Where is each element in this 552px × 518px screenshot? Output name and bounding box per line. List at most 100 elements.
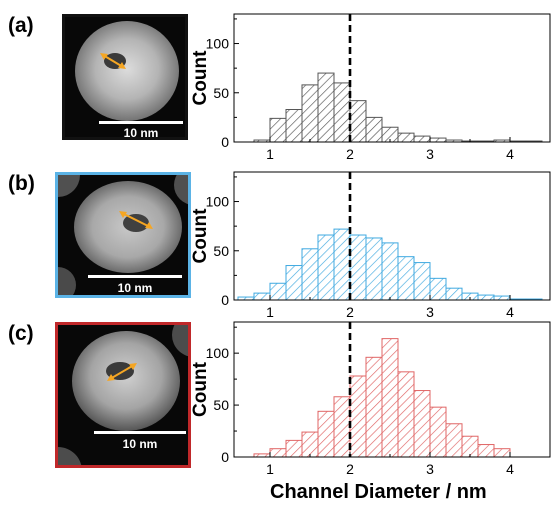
x-tick-label: 1 [266, 461, 274, 477]
histogram-bar [413, 390, 431, 458]
x-tick-label: 3 [426, 146, 434, 162]
histogram-bar [317, 234, 335, 301]
y-tick-label: 100 [206, 194, 230, 210]
arrowhead-icon [118, 62, 126, 69]
histogram-bar [381, 338, 399, 458]
neighbor-particle [58, 175, 80, 197]
x-tick-label: 4 [506, 461, 514, 477]
histogram-bar [429, 137, 447, 143]
panel-label-c: (c) [8, 322, 34, 345]
histogram-bar [269, 448, 287, 458]
histogram-bar [413, 135, 431, 143]
y-tick-label: 50 [213, 397, 229, 413]
histogram-bar [285, 109, 303, 143]
histogram-bar [477, 294, 495, 301]
diameter-arrow-b [121, 212, 151, 228]
histogram-bar [365, 356, 383, 458]
histogram-bar [253, 292, 271, 301]
x-tick-label: 4 [506, 304, 514, 320]
histogram-bar [349, 234, 367, 301]
channel-b [123, 214, 149, 232]
x-axis-title: Channel Diameter / nm [270, 481, 487, 503]
x-tick-label: 3 [426, 461, 434, 477]
x-tick-label: 2 [346, 304, 354, 320]
particle-image-a [75, 21, 183, 124]
scale-bar-c [94, 431, 186, 434]
y-axis-title: Count [190, 208, 211, 264]
x-tick-label: 2 [346, 461, 354, 477]
histogram-bar [349, 100, 367, 143]
plot-frame [233, 171, 551, 301]
particle-body-a [75, 21, 179, 121]
histogram-bar [333, 228, 351, 301]
histogram-bar [269, 117, 287, 143]
y-tick-label: 0 [221, 292, 229, 308]
histogram-bar [477, 444, 495, 458]
neighbor-particle [172, 325, 188, 357]
histogram-bar [301, 431, 319, 458]
histogram-bar [445, 423, 463, 458]
histogram-bar [365, 237, 383, 301]
histogram-bar [317, 72, 335, 143]
scale-bar-a [99, 121, 183, 124]
x-tick-label: 3 [426, 304, 434, 320]
histogram-bar [429, 406, 447, 458]
channel-c [106, 362, 134, 380]
histogram-bar [301, 84, 319, 143]
diameter-arrow-a [102, 54, 124, 68]
plot-frame [233, 321, 551, 458]
arrowhead-icon [100, 53, 108, 60]
arrowhead-icon [145, 222, 153, 229]
histogram-bar [429, 277, 447, 301]
x-tick-label: 2 [346, 146, 354, 162]
y-tick-label: 0 [221, 449, 229, 465]
neighbor-particle [174, 175, 188, 205]
neighbor-particle [58, 447, 82, 465]
histogram-bar [349, 375, 367, 458]
micrograph-c: 10 nm [55, 322, 191, 468]
diameter-arrow-c [109, 364, 135, 380]
arrowhead-icon [119, 211, 127, 218]
scale-label-b: 10 nm [117, 281, 153, 295]
histogram-bar [413, 262, 431, 301]
histogram-bar [493, 448, 511, 458]
histogram-bar [445, 287, 463, 301]
histogram-bar [365, 116, 383, 143]
histogram-bar [461, 435, 479, 458]
histogram-bar [493, 295, 511, 301]
x-tick-label: 4 [506, 146, 514, 162]
histogram-bar [285, 265, 303, 301]
histogram-bar [397, 132, 415, 143]
panel-label-a: (a) [8, 14, 34, 37]
histogram-bar [333, 396, 351, 458]
particle-body-c [72, 331, 180, 431]
particle-image-b [58, 175, 188, 295]
y-axis-title: Count [190, 361, 211, 417]
neighbor-particle [58, 267, 76, 295]
plot-frame [233, 13, 551, 143]
histogram-bar [333, 82, 351, 143]
particle-image-c [58, 325, 188, 465]
x-tick-label: 1 [266, 146, 274, 162]
micrograph-b: 10 nm [55, 172, 191, 298]
arrowhead-icon [107, 374, 115, 381]
scale-label-a: 10 nm [123, 126, 159, 140]
arrowhead-icon [129, 363, 137, 370]
histogram-bar [285, 439, 303, 458]
y-tick-label: 0 [221, 134, 229, 150]
y-tick-label: 50 [213, 85, 229, 101]
histogram-bar [317, 410, 335, 458]
y-tick-label: 100 [206, 36, 230, 52]
micrograph-a: 10 nm [62, 14, 188, 140]
histogram-bar [301, 248, 319, 301]
histogram-bar [397, 256, 415, 301]
y-axis-title: Count [190, 50, 211, 106]
y-tick-label: 50 [213, 243, 229, 259]
scale-label-c: 10 nm [122, 437, 158, 451]
histogram-bar [381, 242, 399, 301]
x-tick-label: 1 [266, 304, 274, 320]
